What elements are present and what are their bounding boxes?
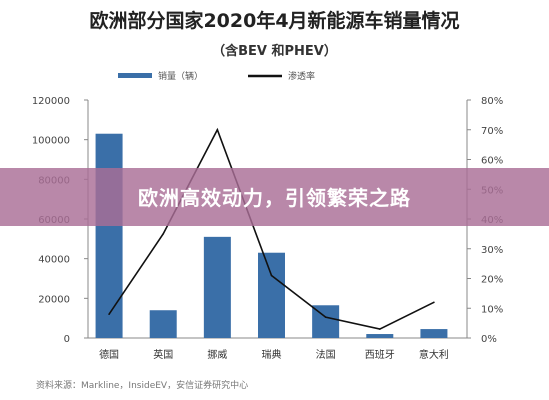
line-point — [108, 313, 110, 316]
right-axis-tick-label: 0% — [481, 334, 497, 345]
right-axis-tick-label: 80% — [481, 96, 503, 107]
line-point — [433, 301, 435, 304]
line-point — [270, 274, 273, 277]
right-axis-tick-label: 30% — [481, 245, 503, 256]
left-axis-tick-label: 120000 — [32, 96, 70, 107]
chart-title: 欧洲部分国家2020年4月新能源车销量情况 — [89, 10, 460, 32]
right-axis-tick-label: 70% — [481, 126, 503, 137]
legend-label-sales: 销量（辆） — [158, 70, 203, 82]
left-axis-tick-label: 100000 — [32, 136, 70, 147]
x-axis-tick-label: 意大利 — [419, 348, 449, 361]
left-axis-tick-label: 40000 — [38, 255, 70, 266]
right-axis-tick-label: 60% — [481, 156, 503, 167]
x-axis-tick-label: 法国 — [316, 348, 336, 361]
x-axis-tick-label: 德国 — [99, 348, 119, 361]
line-point — [324, 316, 327, 318]
x-axis-tick-label: 英国 — [153, 348, 173, 361]
bar — [149, 310, 177, 338]
left-axis-tick-label: 0 — [64, 334, 70, 345]
legend: 销量（辆） 渗透率 — [118, 70, 315, 82]
x-axis-tick-label: 挪威 — [207, 348, 227, 361]
line-series — [108, 127, 435, 330]
x-axis-labels: 德国 英国 挪威 瑞典 法国 西班牙 意大利 — [99, 348, 449, 361]
left-axis-tick-label: 20000 — [38, 294, 70, 305]
bar — [95, 133, 123, 338]
right-axis-tick-label: 10% — [481, 304, 503, 315]
chart-subtitle: （含BEV 和PHEV） — [212, 44, 337, 59]
bar — [258, 252, 285, 338]
bar — [203, 236, 231, 338]
overlay-banner: 欧洲高效动力，引领繁荣之路 — [0, 168, 549, 226]
source-note: 资料来源：Markline，InsideEV，安信证券研究中心 — [36, 381, 249, 391]
bar — [366, 334, 394, 338]
line-point — [162, 233, 165, 235]
line-point — [378, 328, 381, 330]
bar — [420, 329, 448, 338]
line-point — [216, 128, 219, 131]
x-axis-tick-label: 瑞典 — [262, 348, 282, 361]
banner-text: 欧洲高效动力，引领繁荣之路 — [138, 186, 411, 210]
bar-series — [95, 133, 448, 338]
legend-swatch-bar — [118, 73, 152, 78]
x-axis-tick-label: 西班牙 — [365, 349, 395, 361]
legend-label-penetration: 渗透率 — [288, 70, 315, 82]
right-axis-tick-label: 20% — [481, 275, 503, 286]
